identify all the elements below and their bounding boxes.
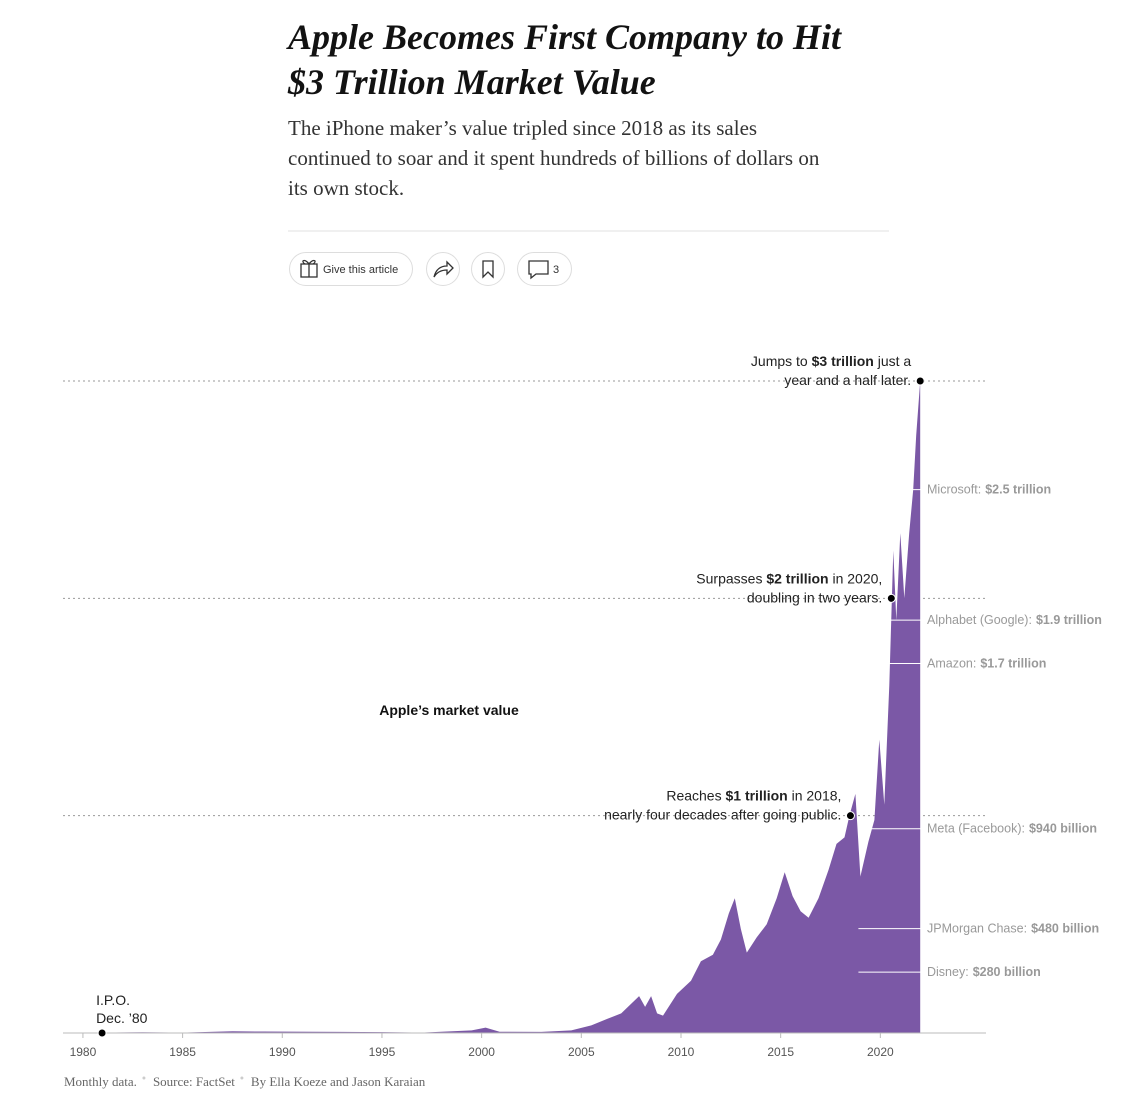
footer-text: By Ella Koeze and Jason Karaian [251,1074,426,1089]
subtitle: continued to soar and it spent hundreds … [288,146,820,170]
annotation-segment: $3 trillion [812,353,874,369]
x-tick-label: 2020 [867,1045,894,1059]
chart-label: Apple’s market value [379,702,519,718]
comparison-label: Alphabet (Google): $1.9 trillion [927,613,1102,627]
annotation-segment: Dec. ’80 [96,1010,148,1026]
annotation-dot [915,376,925,386]
headline: $3 Trillion Market Value [287,62,656,102]
company-value: $940 billion [1029,822,1097,836]
comment-count: 3 [553,264,559,276]
annotation-segment: in 2020, [829,570,883,586]
annotation-segment: $2 trillion [766,570,828,586]
company-name: Meta (Facebook): [927,822,1025,836]
annotation-text: Jumps to $3 trillion just a [751,353,912,369]
footer-text: Source: FactSet [153,1074,235,1089]
x-tick-label: 2010 [668,1045,695,1059]
x-tick-label: 2005 [568,1045,595,1059]
comments-button[interactable]: 3 [517,252,572,286]
annotation-segment: nearly four decades after going public. [604,807,841,823]
company-name: JPMorgan Chase: [927,922,1027,936]
company-name: Amazon: [927,657,976,671]
footer-separator [142,1076,146,1080]
annotation-text: doubling in two years. [747,589,882,605]
x-tick-label: 1990 [269,1045,296,1059]
x-tick-label: 2015 [767,1045,794,1059]
annotation-text: Reaches $1 trillion in 2018, [666,788,841,804]
company-value: $2.5 trillion [985,483,1051,497]
chart: 1980 1985 1990 1995 2000 2005 2010 2015 2020 Micr… [63,353,1102,1089]
annotation-segment: Surpasses [696,570,766,586]
annotation-dot [845,811,855,821]
gift-label: Give this article [323,264,398,276]
annotation-segment: Jumps to [751,353,812,369]
comparison-label: JPMorgan Chase: $480 billion [927,922,1099,936]
annotation-text: Surpasses $2 trillion in 2020, [696,570,882,586]
x-tick-label: 1985 [169,1045,196,1059]
save-button[interactable] [471,252,505,286]
company-name: Disney: [927,965,969,979]
x-tick-label: 1980 [70,1045,97,1059]
annotation-segment: just a [874,353,912,369]
annotation-text: Dec. ’80 [96,1010,148,1026]
comparison-label: Meta (Facebook): $940 billion [927,822,1097,836]
footer-separator [240,1076,244,1080]
subtitle: The iPhone maker’s value tripled since 2… [288,116,757,140]
annotation-segment: Reaches [666,788,725,804]
annotation-segment: in 2018, [788,788,842,804]
gift-button[interactable]: Give this article [289,252,413,286]
company-name: Alphabet (Google): [927,613,1032,627]
annotation-text: year and a half later. [784,372,911,388]
comparison-label: Microsoft: $2.5 trillion [927,483,1051,497]
annotation-segment: $1 trillion [725,788,787,804]
x-tick-label: 2000 [468,1045,495,1059]
footer-text: Monthly data. [64,1074,137,1089]
annotation-dot [97,1028,107,1038]
annotation-text: I.P.O. [96,992,130,1008]
x-tick-label: 1995 [369,1045,396,1059]
company-value: $1.9 trillion [1036,613,1102,627]
annotation-segment: I.P.O. [96,992,130,1008]
area [102,381,921,1033]
comparison-label: Amazon: $1.7 trillion [927,657,1046,671]
company-value: $480 billion [1031,922,1099,936]
company-value: $280 billion [973,965,1041,979]
comparison-label: Disney: $280 billion [927,965,1041,979]
share-button[interactable] [426,252,460,286]
subtitle: its own stock. [288,176,404,200]
company-name: Microsoft: [927,483,981,497]
headline: Apple Becomes First Company to Hit [286,17,842,57]
annotation-text: nearly four decades after going public. [604,807,841,823]
company-value: $1.7 trillion [980,657,1046,671]
annotation-segment: doubling in two years. [747,589,882,605]
annotation-segment: year and a half later. [784,372,911,388]
annotation-dot [886,593,896,603]
